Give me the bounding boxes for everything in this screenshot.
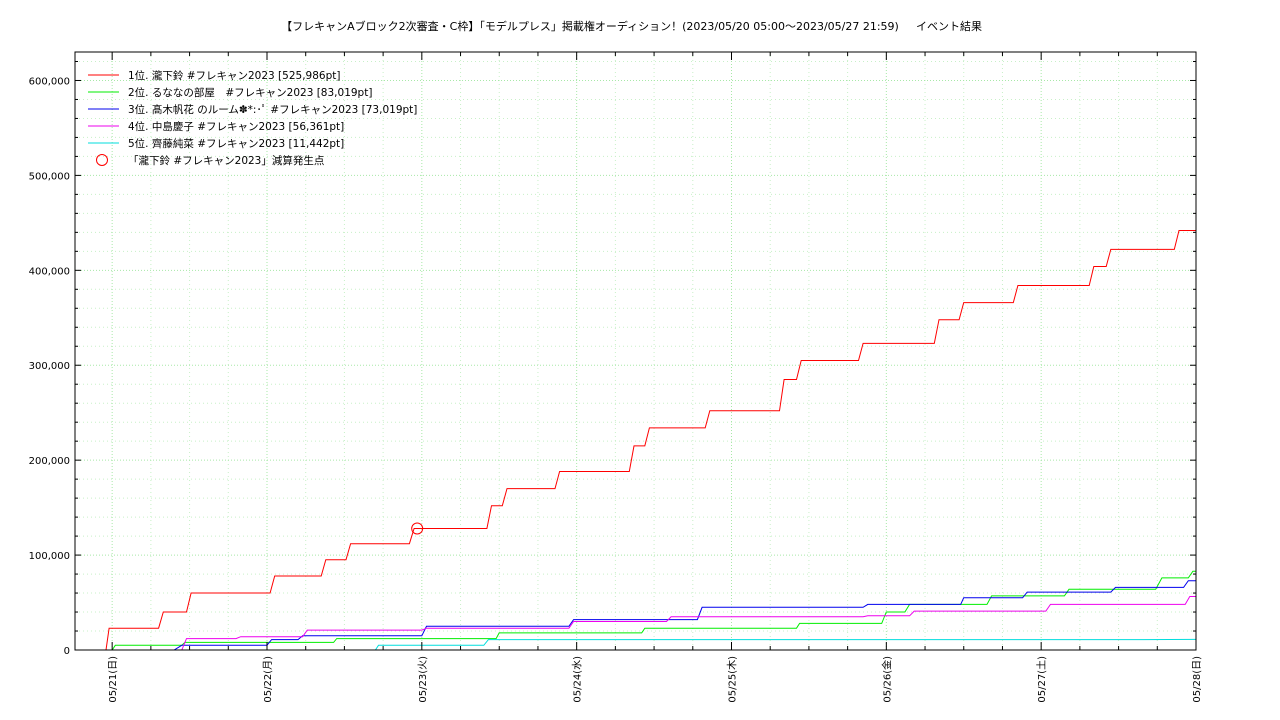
x-tick-label: 05/23(火) [417,656,429,703]
y-tick-label: 200,000 [29,456,70,467]
x-tick-label: 05/21(日) [108,656,119,703]
x-tick-label: 05/22(月) [262,656,274,703]
legend-label-4: 4位. 中島慶子 #フレキャン2023 [56,361pt] [128,120,344,133]
legend-label-1: 1位. 瀧下鈴 #フレキャン2023 [525,986pt] [128,69,340,82]
series-line-5 [374,638,1196,650]
series-line-3 [173,580,1196,650]
grid-lines [75,52,1196,650]
legend-label-3: 3位. 髙木帆花 のルーム✽*:･ﾟ #フレキャン2023 [73,019pt] [128,103,417,116]
legend-marker-symbol [96,154,108,166]
marker-layer [411,522,424,535]
x-tick-label: 05/26(金) [880,656,893,703]
legend-label-5: 5位. 齊藤純菜 #フレキャン2023 [11,442pt] [128,137,344,150]
y-tick-label: 400,000 [29,266,70,277]
plot-frame [74,51,1197,651]
y-axis: 0 100,000 200,000 300,000 400,000 500,000 600,… [29,60,1196,657]
legend-label-2: 2位. るななの部屋 #フレキャン2023 [83,019pt] [128,86,372,99]
series-line-4 [181,596,1196,650]
x-tick-label: 05/27(土) [1035,656,1048,703]
series-line-1 [105,230,1196,650]
chart-title-suffix: イベント結果 [916,19,982,33]
series-lines [105,230,1196,650]
y-tick-label: 0 [64,646,70,657]
series-line-2 [111,570,1196,650]
reduction-marker [411,522,424,535]
y-tick-label: 300,000 [29,361,70,372]
y-tick-label: 100,000 [29,551,70,562]
x-tick-label: 05/25(木) [726,656,738,703]
chart-title: 【フレキャンAブロック2次審査・C枠】「モデルプレス」掲載権オーディション！(2… [281,19,899,33]
y-tick-label: 600,000 [29,76,70,87]
y-tick-label: 500,000 [29,171,70,182]
x-axis: 05/21(日) 05/22(月) 05/23(火) 05/24(水) 05/25(木)… [108,52,1203,703]
x-tick-label: 05/28(日) [1192,656,1203,703]
legend-marker-label: 「瀧下鈴 #フレキャン2023」減算発生点 [128,154,324,167]
x-tick-label: 05/24(水) [572,656,584,703]
legend: 1位. 瀧下鈴 #フレキャン2023 [525,986pt] 2位. るななの部屋… [88,69,417,167]
